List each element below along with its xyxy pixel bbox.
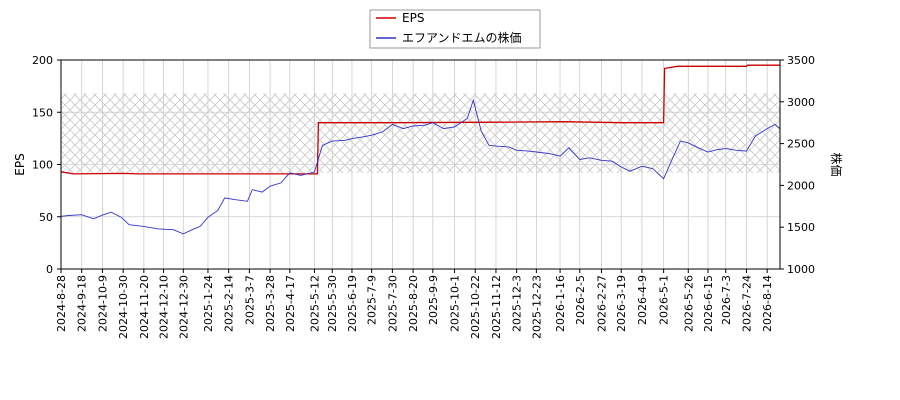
band-fill [61,93,780,173]
x-tick-label: 2025-8-20 [407,275,420,332]
price-range-band [61,93,780,173]
left-tick-label: 100 [32,159,53,172]
x-tick-label: 2024-11-20 [138,275,151,339]
x-tick-label: 2025-2-14 [223,275,236,332]
right-tick-label: 3500 [787,54,815,67]
x-tick-label: 2025-3-28 [264,275,277,332]
right-tick-label: 2000 [787,179,815,192]
x-tick-label: 2025-6-19 [346,275,359,332]
left-tick-label: 150 [32,106,53,119]
x-tick-label: 2025-7-9 [366,275,379,325]
x-tick-label: 2024-10-9 [96,275,109,332]
x-tick-label: 2026-1-16 [554,275,567,332]
left-tick-label: 200 [32,54,53,67]
x-tick-label: 2025-5-30 [326,275,339,332]
x-tick-label: 2024-9-18 [76,275,89,332]
legend-label-eps: EPS [402,11,424,25]
x-tick-label: 2026-3-19 [615,275,628,332]
x-tick-label: 2024-12-30 [177,275,190,339]
x-tick-label: 2026-7-24 [740,275,753,332]
x-tick-label: 2025-4-17 [284,275,297,332]
y-axis-label: EPS [13,153,27,175]
grid [60,59,780,270]
x-tick-label: 2025-1-24 [202,275,215,332]
x-tick-label: 2026-5-26 [682,275,695,332]
legend-box [369,9,541,49]
series-price-line [60,98,781,235]
y2-axis-label: 株価 [829,152,844,176]
x-tick-label: 2026-4-9 [636,275,649,325]
x-tick-label: 2025-12-3 [511,275,524,332]
x-tick-label: 2025-9-9 [427,275,440,325]
right-tick-label: 3000 [787,96,815,109]
series-layer [60,64,781,235]
right-axis: 1000 1500 2000 2500 3000 3500 [780,54,815,276]
legend-label-price: エフアンドエムの株価 [402,30,522,45]
x-tick-label: 2026-2-5 [574,275,587,325]
x-tick-label: 2026-5-1 [658,275,671,325]
right-tick-label: 1000 [787,263,815,276]
x-tick-label: 2025-10-1 [449,275,462,332]
left-tick-label: 0 [46,263,53,276]
x-tick-label: 2025-12-23 [530,275,543,339]
x-tick-label: 2026-6-15 [702,275,715,332]
left-tick-label: 50 [39,211,53,224]
x-tick-label: 2024-10-30 [117,275,130,339]
x-tick-label: 2026-7-3 [720,275,733,325]
x-tick-label: 2025-7-30 [386,275,399,332]
x-tick-label: 2026-8-14 [761,275,774,332]
x-tick-label: 2025-10-22 [469,275,482,339]
x-tick-label: 2025-3-7 [243,275,256,325]
legend: EPS エフアンドエムの株価 [369,9,541,49]
left-axis: 0 50 100 150 200 [32,54,61,276]
x-tick-label: 2024-8-28 [55,275,68,332]
x-axis: 2024-8-28 2024-9-18 2024-10-9 2024-10-30 202… [55,269,774,339]
right-tick-label: 1500 [787,221,815,234]
series-eps-line [60,64,780,175]
x-tick-label: 2024-12-10 [158,275,171,339]
x-tick-label: 2026-2-27 [595,275,608,332]
right-tick-label: 2500 [787,138,815,151]
x-tick-label: 2025-5-12 [308,275,321,332]
x-tick-label: 2025-11-12 [490,275,503,339]
